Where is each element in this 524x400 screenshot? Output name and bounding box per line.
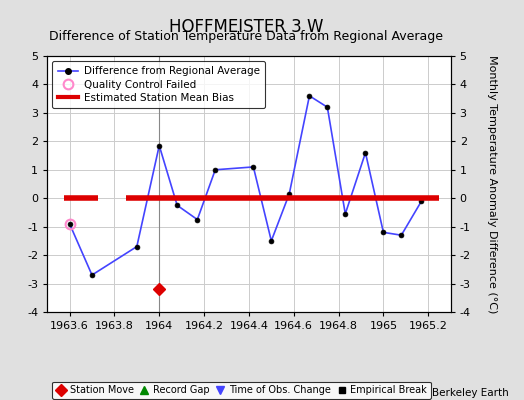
Text: Difference of Station Temperature Data from Regional Average: Difference of Station Temperature Data f… bbox=[49, 30, 443, 43]
Text: HOFFMEISTER 3 W: HOFFMEISTER 3 W bbox=[169, 18, 323, 36]
Y-axis label: Monthly Temperature Anomaly Difference (°C): Monthly Temperature Anomaly Difference (… bbox=[487, 55, 497, 313]
Text: Berkeley Earth: Berkeley Earth bbox=[432, 388, 508, 398]
Legend: Station Move, Record Gap, Time of Obs. Change, Empirical Break: Station Move, Record Gap, Time of Obs. C… bbox=[52, 382, 431, 399]
